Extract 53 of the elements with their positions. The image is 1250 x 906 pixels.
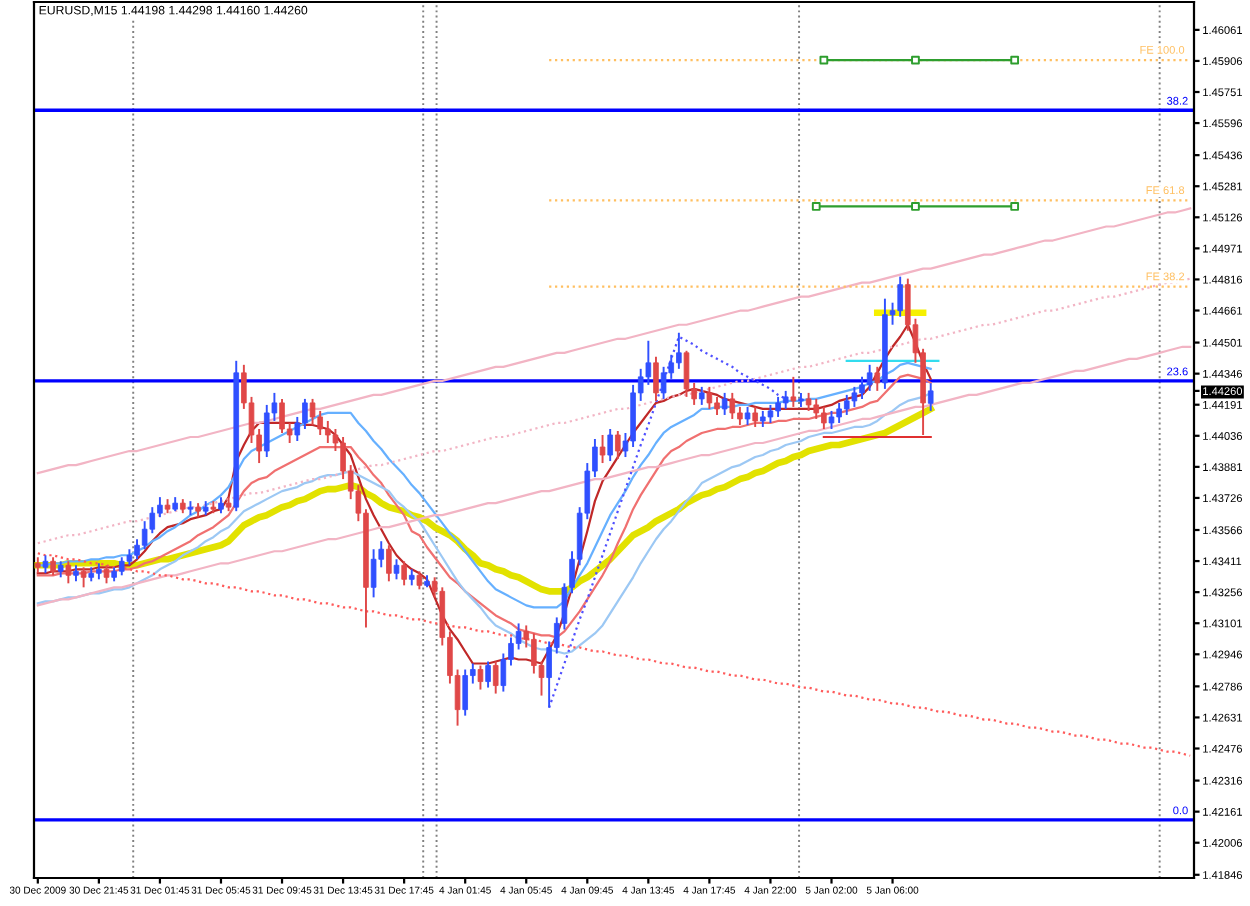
candlestick (683, 349, 690, 398)
candlestick (386, 544, 392, 583)
candlestick (851, 385, 858, 408)
candlestick (615, 430, 621, 461)
candlestick (843, 393, 850, 416)
candlestick (805, 391, 812, 412)
candlestick (813, 397, 820, 420)
candlestick (927, 382, 934, 412)
candlestick (42, 554, 49, 575)
candlestick (836, 401, 842, 424)
candlestick (859, 375, 865, 400)
candlestick (897, 275, 903, 318)
candlestick (531, 632, 537, 675)
candlestick (653, 355, 659, 402)
candlestick (492, 660, 499, 695)
candlestick (714, 395, 720, 416)
candlestick (462, 668, 468, 717)
candlestick (599, 434, 606, 465)
candlestick (698, 385, 705, 406)
candlestick (416, 570, 423, 591)
candlestick (821, 405, 827, 430)
candlestick (279, 397, 285, 434)
candlestick (370, 548, 377, 599)
candlestick (50, 556, 56, 577)
line-series (36, 207, 1192, 475)
candlestick (477, 664, 484, 691)
candlestick (729, 391, 736, 420)
candlestick (874, 365, 881, 392)
candlestick (401, 560, 407, 587)
candlestick (790, 375, 797, 408)
candlestick (775, 395, 781, 418)
candlestick (752, 405, 758, 428)
candlestick (706, 385, 713, 410)
line-series (36, 345, 1192, 607)
candlestick (721, 391, 728, 416)
candlestick (325, 419, 331, 444)
candlestick (302, 397, 308, 430)
candlestick (65, 560, 72, 585)
candlestick (767, 403, 774, 424)
candlestick (393, 558, 400, 581)
candlestick (485, 660, 491, 689)
candlestick (782, 389, 789, 410)
candlestick (866, 363, 873, 392)
candlestick (828, 409, 835, 430)
line-series (548, 335, 787, 709)
candlestick (118, 556, 125, 577)
line-series (36, 552, 1192, 757)
candlestick (737, 405, 743, 426)
candlestick (744, 405, 751, 426)
candlestick (607, 428, 613, 463)
candlestick (103, 564, 110, 585)
candlestick (676, 331, 682, 370)
candlestick (80, 566, 87, 589)
